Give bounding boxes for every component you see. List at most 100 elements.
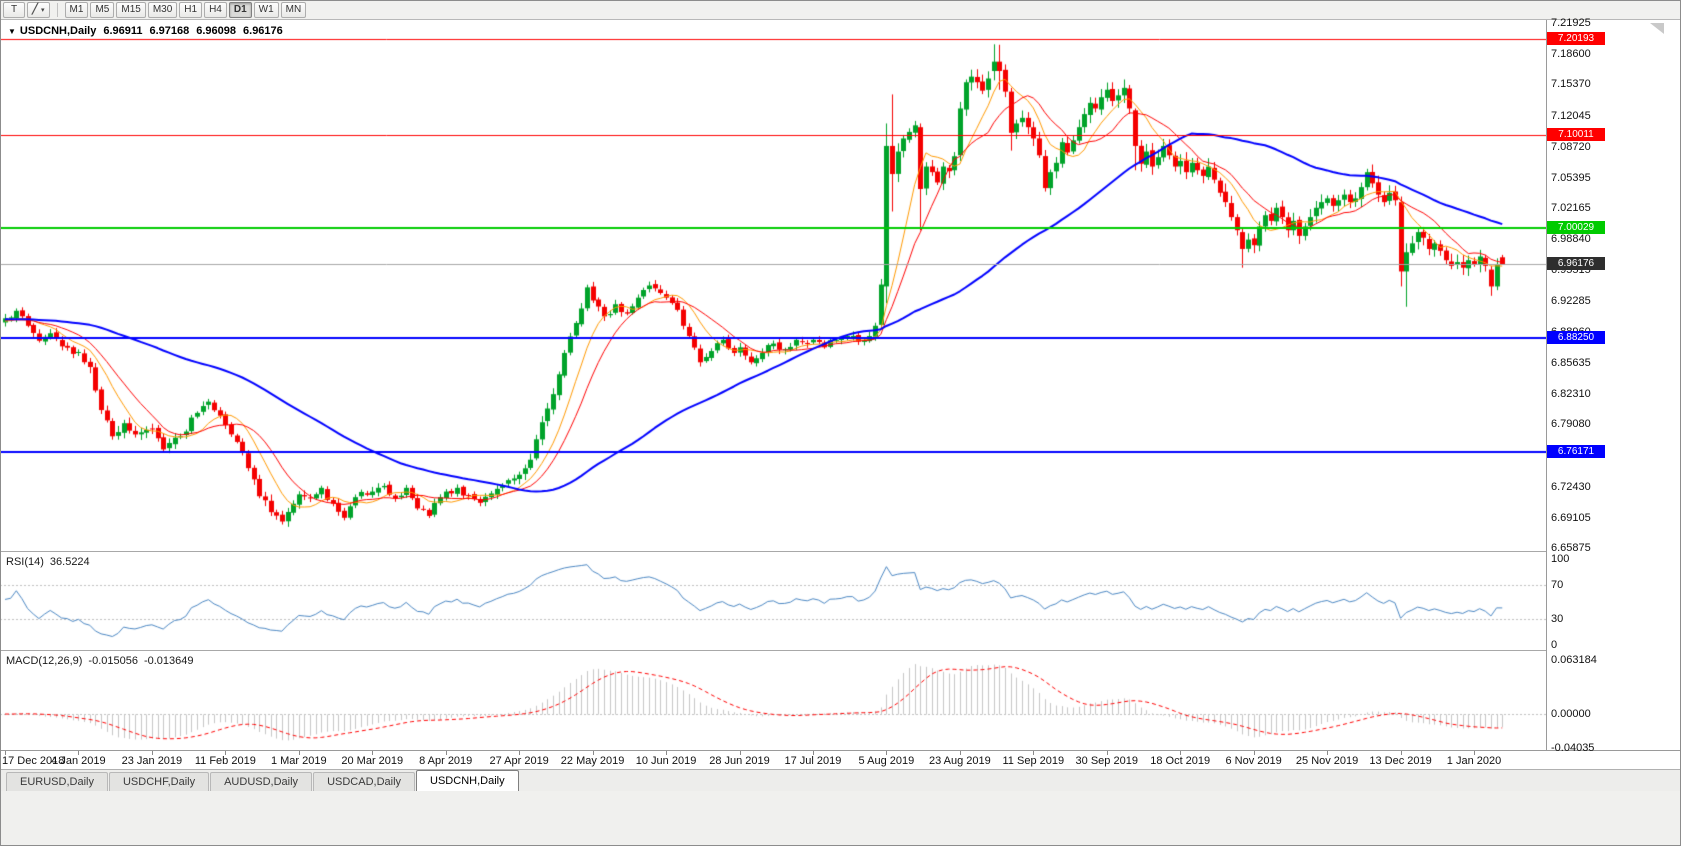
time-axis-tick bbox=[446, 751, 447, 755]
time-axis-tick bbox=[78, 751, 79, 755]
timeframe-button-mn[interactable]: MN bbox=[280, 1, 307, 18]
drawing-tools-button[interactable]: ╱ ▾ bbox=[27, 1, 50, 18]
time-axis-label: 22 May 2019 bbox=[560, 755, 625, 767]
collapse-ohlc-icon[interactable]: ▼ bbox=[8, 27, 16, 36]
time-axis-tick bbox=[1474, 751, 1475, 755]
macd-label: MACD(12,26,9) -0.015056 -0.013649 bbox=[6, 655, 200, 667]
time-axis-label: 18 Oct 2019 bbox=[1150, 755, 1211, 767]
ohlc-high: 6.97168 bbox=[149, 25, 190, 37]
timeframe-button-m30[interactable]: M30 bbox=[147, 1, 178, 18]
macd-tick-label: -0.04035 bbox=[1551, 742, 1595, 754]
macd-canvas[interactable] bbox=[0, 652, 1546, 750]
time-axis-tick bbox=[225, 751, 226, 755]
price-tick-label: 7.02165 bbox=[1551, 202, 1591, 215]
price-tick-label: 7.08720 bbox=[1551, 140, 1591, 153]
macd-signal-value: -0.013649 bbox=[143, 655, 194, 667]
price-tick-label: 6.98840 bbox=[1551, 233, 1591, 246]
price-tick-label: 6.82310 bbox=[1551, 388, 1591, 401]
time-axis-label: 11 Sep 2019 bbox=[1002, 755, 1065, 767]
bottom-filler bbox=[0, 791, 1681, 846]
price-tick-label: 7.18600 bbox=[1551, 48, 1591, 61]
price-tick-label: 7.05395 bbox=[1551, 171, 1591, 184]
rsi-canvas[interactable] bbox=[0, 553, 1546, 650]
price-tick-label: 6.69105 bbox=[1551, 511, 1591, 524]
time-axis-tick bbox=[1033, 751, 1034, 755]
chart-tab-usdcnh[interactable]: USDCNH,Daily bbox=[416, 770, 519, 791]
time-axis-label: 17 Dec 2018 bbox=[2, 755, 65, 767]
price-badge: 6.76171 bbox=[1547, 444, 1605, 458]
main-chart-canvas[interactable] bbox=[0, 20, 1546, 551]
macd-tick-label: 0.063184 bbox=[1551, 654, 1597, 666]
macd-main-value: -0.015056 bbox=[88, 655, 138, 667]
price-badge: 6.88250 bbox=[1547, 331, 1605, 345]
timeframe-button-w1[interactable]: W1 bbox=[253, 1, 279, 18]
time-axis-label: 1 Mar 2019 bbox=[270, 755, 327, 767]
price-tick-label: 6.72430 bbox=[1551, 480, 1591, 493]
time-axis-label: 23 Aug 2019 bbox=[928, 755, 991, 767]
timeframe-button-m5[interactable]: M5 bbox=[90, 1, 115, 18]
time-axis-label: 5 Aug 2019 bbox=[858, 755, 915, 767]
time-axis-tick bbox=[813, 751, 814, 755]
time-axis-tick bbox=[886, 751, 887, 755]
price-tick-label: 7.21925 bbox=[1551, 17, 1591, 29]
ohlc-open: 6.96911 bbox=[103, 25, 143, 37]
rsi-tick-label: 100 bbox=[1551, 553, 1570, 565]
price-badge: 7.00029 bbox=[1547, 221, 1605, 235]
chart-symbol-period: USDCNH,Daily bbox=[19, 25, 97, 37]
macd-tick-label: 0.00000 bbox=[1551, 707, 1591, 720]
text-tool-button[interactable]: T bbox=[3, 1, 25, 18]
chart-tab-audusd[interactable]: AUDUSD,Daily bbox=[210, 772, 313, 791]
panel-separator[interactable] bbox=[0, 551, 1681, 552]
time-axis-label: 20 Mar 2019 bbox=[341, 755, 404, 767]
price-tick-label: 6.65875 bbox=[1551, 542, 1591, 554]
chart-tab-usdcad[interactable]: USDCAD,Daily bbox=[313, 772, 416, 791]
time-axis-label: 28 Jun 2019 bbox=[709, 755, 770, 767]
timeframe-button-m15[interactable]: M15 bbox=[116, 1, 146, 18]
chart-scroll-marker[interactable] bbox=[1650, 23, 1664, 34]
time-axis[interactable]: 17 Dec 2018 4 Jan 2019 23 Jan 2019 11 Feb 2… bbox=[0, 750, 1681, 769]
price-tick-label: 6.92285 bbox=[1551, 294, 1591, 307]
chevron-down-icon: ▾ bbox=[41, 6, 45, 14]
rsi-tick-label: 30 bbox=[1551, 613, 1564, 626]
timeframe-button-h4[interactable]: H4 bbox=[204, 1, 227, 18]
chart-tab-eurusd[interactable]: EURUSD,Daily bbox=[6, 772, 108, 791]
rsi-tick-label: 0 bbox=[1551, 639, 1558, 651]
time-axis-tick bbox=[152, 751, 153, 755]
time-axis-tick bbox=[5, 751, 6, 755]
rsi-label: RSI(14) 36.5224 bbox=[6, 556, 96, 568]
chart-tab-bar: EURUSD,Daily USDCHF,Daily AUDUSD,Daily USDC… bbox=[0, 769, 1681, 791]
price-badge: 6.96176 bbox=[1547, 257, 1605, 271]
time-axis-label: 8 Apr 2019 bbox=[419, 755, 473, 767]
panel-separator[interactable] bbox=[0, 650, 1681, 651]
price-badge: 7.20193 bbox=[1547, 32, 1605, 46]
ohlc-close: 6.96176 bbox=[243, 25, 283, 37]
macd-name: MACD(12,26,9) bbox=[6, 655, 83, 667]
time-axis-tick bbox=[960, 751, 961, 755]
chart-tab-usdchf[interactable]: USDCHF,Daily bbox=[108, 772, 210, 791]
time-axis-tick bbox=[593, 751, 594, 755]
price-badge: 7.10011 bbox=[1547, 127, 1605, 141]
rsi-name: RSI(14) bbox=[6, 556, 44, 568]
text-tool-icon: T bbox=[10, 4, 18, 15]
timeframe-buttons: M1 M5 M15 M30 H1 H4 D1 W1 MN bbox=[64, 1, 307, 18]
time-axis-tick bbox=[519, 751, 520, 755]
time-axis-tick bbox=[1107, 751, 1108, 755]
time-axis-label: 10 Jun 2019 bbox=[635, 755, 697, 767]
time-axis-tick bbox=[1254, 751, 1255, 755]
top-toolbar: T ╱ ▾ M1 M5 M15 M30 H1 H4 D1 W1 MN bbox=[0, 0, 1681, 20]
time-axis-tick bbox=[299, 751, 300, 755]
chart-window: ▼ USDCNH,Daily 6.96911 6.97168 6.96098 6.9617… bbox=[0, 17, 1681, 769]
time-axis-label: 27 Apr 2019 bbox=[489, 755, 549, 767]
timeframe-button-h1[interactable]: H1 bbox=[179, 1, 203, 18]
timeframe-button-m1[interactable]: M1 bbox=[64, 1, 89, 18]
time-axis-label: 30 Sep 2019 bbox=[1075, 755, 1138, 767]
time-axis-tick bbox=[1180, 751, 1181, 755]
time-axis-label: 13 Dec 2019 bbox=[1369, 755, 1432, 767]
time-axis-label: 11 Feb 2019 bbox=[194, 755, 256, 767]
price-tick-label: 7.12045 bbox=[1551, 109, 1591, 122]
time-axis-label: 23 Jan 2019 bbox=[121, 755, 183, 767]
ohlc-low: 6.96098 bbox=[196, 25, 237, 37]
timeframe-button-d1[interactable]: D1 bbox=[228, 1, 252, 18]
time-axis-label: 6 Nov 2019 bbox=[1225, 755, 1282, 767]
price-scale[interactable]: 7.21925 7.18600 7.15370 7.12045 7.08720 7.053… bbox=[1546, 17, 1681, 754]
